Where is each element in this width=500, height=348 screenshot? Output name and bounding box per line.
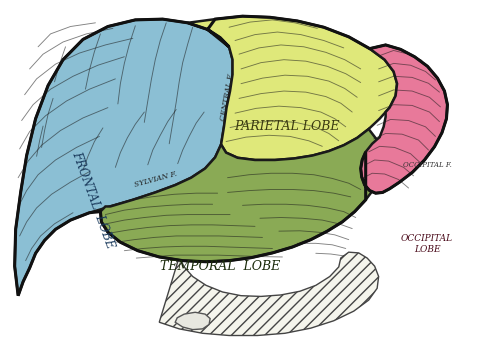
Polygon shape bbox=[175, 312, 210, 330]
Polygon shape bbox=[100, 129, 384, 262]
Text: OCCIPITAL F.: OCCIPITAL F. bbox=[402, 161, 452, 169]
Text: TEMPORAL  LOBE: TEMPORAL LOBE bbox=[160, 260, 280, 273]
Text: SYLVIAN F.: SYLVIAN F. bbox=[133, 170, 178, 189]
Text: PARIETAL LOBE: PARIETAL LOBE bbox=[234, 120, 340, 133]
Text: OCCIPITAL
LOBE: OCCIPITAL LOBE bbox=[401, 234, 453, 254]
Polygon shape bbox=[188, 16, 397, 160]
Text: FRONTAL  LOBE: FRONTAL LOBE bbox=[70, 149, 116, 250]
Polygon shape bbox=[360, 45, 448, 193]
Polygon shape bbox=[160, 252, 378, 335]
Polygon shape bbox=[14, 19, 232, 296]
Text: CENTRAL F.: CENTRAL F. bbox=[220, 72, 236, 121]
